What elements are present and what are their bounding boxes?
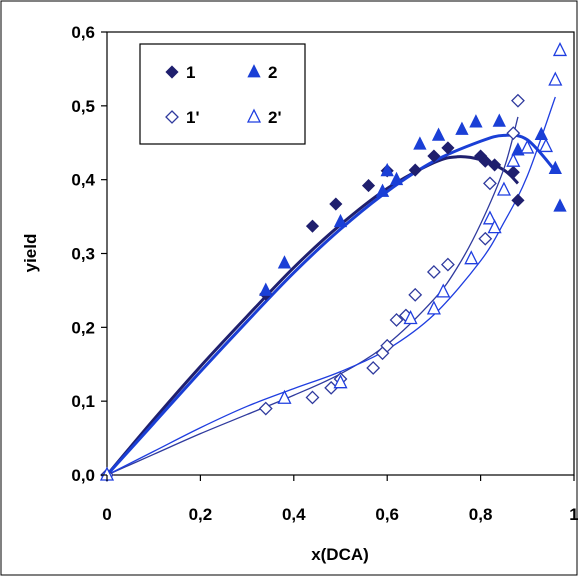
series-1-point: [478, 154, 492, 168]
series-4-point: [482, 210, 497, 225]
series-2-point: [548, 160, 562, 174]
series-2-point: [259, 282, 273, 296]
data-markers: [99, 42, 568, 482]
y-tick-label: 0,0: [71, 466, 95, 485]
series-2-point: [534, 126, 548, 141]
x-tick-label: 0,4: [282, 505, 306, 524]
series-4-point: [403, 310, 418, 325]
series-3-point: [366, 361, 381, 375]
series-3-point: [258, 401, 273, 416]
series-4-point: [277, 389, 292, 404]
legend-label-4: 2': [268, 108, 282, 127]
x-tick-label: 0: [102, 505, 111, 524]
series-4-point: [426, 300, 441, 315]
y-tick-label: 0,3: [71, 245, 95, 264]
series-1-point: [305, 219, 320, 233]
series-4-point: [496, 181, 512, 196]
series-2-point: [469, 114, 483, 128]
series-2-fit-curve: [105, 133, 557, 477]
series-3-point: [483, 176, 497, 191]
series-4-point: [538, 137, 554, 153]
series-1-point: [427, 149, 441, 163]
series-4-point: [464, 250, 479, 265]
legend-marker-1: [165, 65, 179, 79]
series-4-point: [552, 42, 568, 57]
series-3-point: [511, 93, 525, 108]
x-tick-label: 0,6: [375, 505, 399, 524]
series-3-point: [389, 313, 404, 327]
series-1-point: [408, 163, 422, 177]
series-1-point: [506, 165, 520, 179]
y-tick-label: 0,2: [71, 318, 95, 337]
legend-label-2: 2: [268, 63, 277, 82]
series-2-point: [553, 198, 567, 212]
axis-ticks: 0,0 0,1 0,2 0,3 0,4 0,5 0,6 0 0,2 0,4 0,6 0,8 1: [71, 23, 578, 524]
series-4-point: [487, 219, 502, 234]
series-2-point: [333, 213, 348, 228]
series-3-point: [506, 126, 521, 141]
series-2-point: [375, 183, 390, 197]
legend-label-3: 1': [186, 108, 200, 127]
series-1-point: [329, 197, 343, 211]
series-4-point: [548, 71, 563, 86]
legend-label-1: 1: [186, 63, 195, 82]
series-2-point: [511, 142, 525, 156]
series-2-point: [389, 171, 404, 186]
series-2-point: [431, 127, 446, 141]
legend-marker-3: [165, 110, 179, 124]
series-2-point: [413, 136, 427, 150]
series-1-point: [441, 141, 455, 155]
legend-marker-4: [246, 108, 262, 123]
series-1-point: [488, 158, 502, 172]
series-4-point: [506, 152, 521, 167]
x-axis-title: x(DCA): [311, 545, 369, 564]
series-3-point: [380, 338, 395, 353]
series-3-point: [426, 265, 441, 279]
series-1-point: [361, 179, 376, 193]
series-4-point: [520, 139, 535, 154]
y-tick-label: 0,5: [71, 97, 95, 116]
series-1-point: [511, 193, 525, 207]
x-tick-label: 0,8: [469, 505, 493, 524]
legend-marker-2: [247, 64, 261, 78]
series-2-point: [380, 162, 394, 177]
series-3-fit-curve: [106, 116, 519, 476]
series-2-point: [492, 113, 506, 127]
y-tick-label: 0,1: [71, 392, 95, 411]
series-3-point: [478, 231, 493, 246]
y-tick-label: 0,4: [71, 171, 95, 190]
legend-box: [139, 43, 306, 145]
series-3-point: [440, 257, 455, 272]
y-tick-label: 0,6: [71, 23, 95, 42]
series-3-point: [408, 287, 423, 302]
x-tick-label: 1: [569, 505, 578, 524]
y-axis-title: yield: [21, 234, 40, 273]
series-4-point: [436, 283, 451, 298]
series-2-point: [455, 121, 469, 135]
series-4-point: [333, 374, 348, 389]
series-2-point: [277, 255, 292, 269]
series-4-fit-curve: [106, 96, 556, 476]
x-tick-label: 0,2: [189, 505, 213, 524]
series-3-point: [305, 390, 320, 405]
legend: 1 2 1' 2': [139, 43, 306, 145]
